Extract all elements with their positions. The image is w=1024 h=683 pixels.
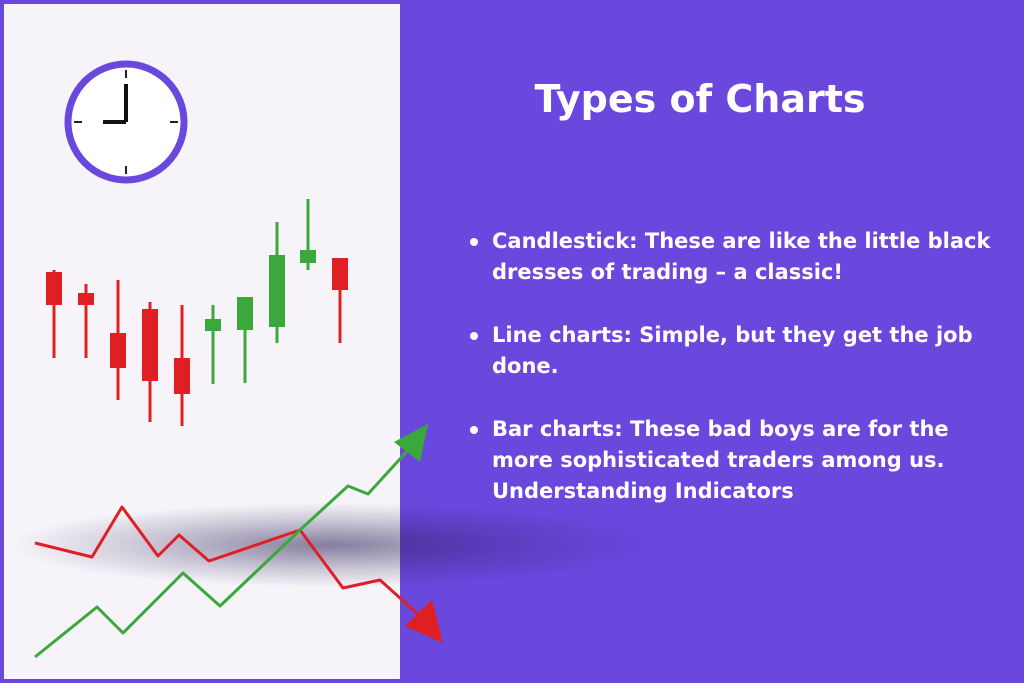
list-item-text: Bar charts: These bad boys are for the m…	[492, 417, 949, 503]
down-line	[34, 505, 422, 618]
list-item-line-charts: Line charts: Simple, but they get the jo…	[470, 320, 1015, 382]
candle-body	[205, 319, 221, 331]
candle-body	[300, 250, 316, 263]
clock-icon	[64, 60, 188, 184]
bullet-dot	[470, 332, 478, 340]
candle-down	[46, 270, 62, 358]
candle-body	[110, 333, 126, 368]
candle-down	[174, 305, 190, 426]
up-arrowhead	[394, 424, 428, 462]
candle-body	[78, 293, 94, 305]
shadow	[10, 503, 650, 587]
list-item-text: Line charts: Simple, but they get the jo…	[492, 323, 973, 378]
candle-up	[269, 222, 285, 343]
candlestick-chart-illustration	[46, 199, 348, 426]
candle-down	[78, 284, 94, 358]
list-item-candlestick: Candlestick: These are like the little b…	[470, 226, 1015, 288]
down-arrowhead	[405, 600, 443, 643]
candle-body	[142, 309, 158, 381]
bullet-dot	[470, 238, 478, 246]
candle-up	[300, 199, 316, 270]
bullet-dot	[470, 426, 478, 434]
page-title: Types of Charts	[534, 77, 866, 121]
up-line	[34, 446, 412, 659]
list-item-text: Candlestick: These are like the little b…	[492, 229, 991, 284]
candle-down	[110, 280, 126, 400]
candle-up	[205, 305, 221, 384]
candle-body	[269, 255, 285, 327]
chart-types-list: Candlestick: These are like the little b…	[470, 226, 1015, 539]
candle-down	[142, 302, 158, 422]
candle-body	[237, 297, 253, 330]
candle-body	[46, 272, 62, 305]
candle-up	[237, 297, 253, 383]
candle-body	[332, 258, 348, 290]
list-item-bar-charts: Bar charts: These bad boys are for the m…	[470, 414, 1015, 507]
candle-down	[332, 258, 348, 343]
line-chart-illustration	[34, 424, 443, 659]
candle-body	[174, 358, 190, 394]
